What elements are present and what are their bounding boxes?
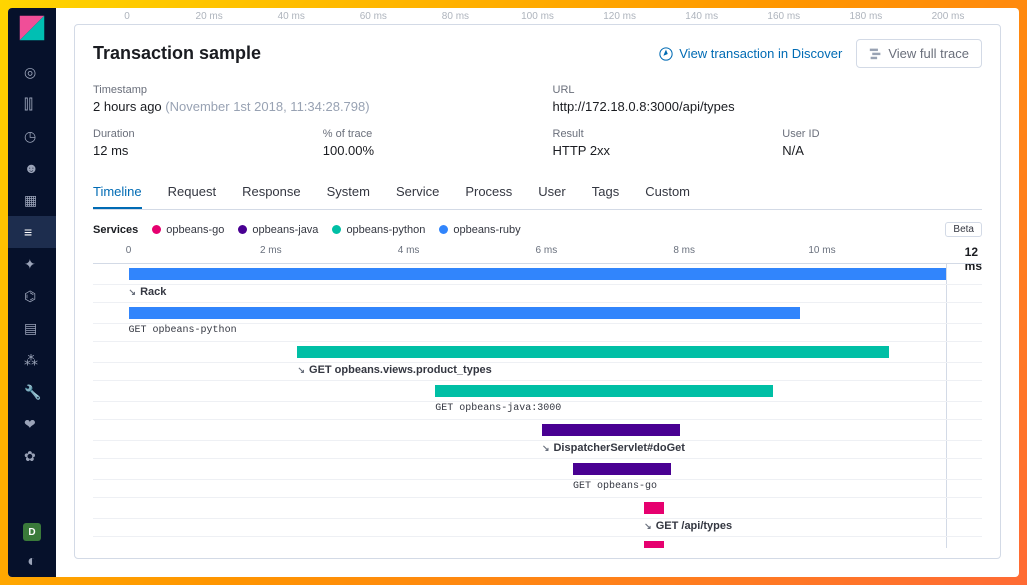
timeline-axis: 02 ms4 ms6 ms8 ms10 ms12 ms xyxy=(93,245,982,263)
view-in-discover-link[interactable]: View transaction in Discover xyxy=(659,46,842,61)
nav-logs[interactable]: ▤ xyxy=(8,312,56,344)
tab-bar: Timeline Request Response System Service Proc… xyxy=(93,176,982,210)
span-label-row: ↘Rack xyxy=(93,285,982,303)
span-bar-row[interactable] xyxy=(93,264,982,285)
span-label-row: ↘GET /api/types xyxy=(93,519,982,537)
tab-tags[interactable]: Tags xyxy=(592,176,619,209)
span-bar-row[interactable] xyxy=(93,381,982,402)
legend-opbeans-go[interactable]: opbeans-go xyxy=(152,224,224,236)
tab-request[interactable]: Request xyxy=(168,176,216,209)
services-label: Services xyxy=(93,224,138,236)
span-bar-row[interactable] xyxy=(93,459,982,480)
main-content: 020 ms40 ms60 ms80 ms100 ms120 ms140 ms1… xyxy=(56,8,1019,577)
nav-discover[interactable]: ◎ xyxy=(8,56,56,88)
userid-value: N/A xyxy=(782,143,982,158)
trace-icon xyxy=(869,47,882,60)
view-in-discover-label: View transaction in Discover xyxy=(679,46,842,61)
span-label-row: GET opbeans-python xyxy=(93,324,982,342)
tab-system[interactable]: System xyxy=(327,176,370,209)
duration-value: 12 ms xyxy=(93,143,293,158)
nav-canvas[interactable]: ▦ xyxy=(8,184,56,216)
tab-user[interactable]: User xyxy=(538,176,565,209)
span-bar-row[interactable] xyxy=(93,303,982,324)
kibana-logo-icon[interactable] xyxy=(18,14,46,42)
panel-title: Transaction sample xyxy=(93,43,261,64)
view-full-trace-label: View full trace xyxy=(888,46,969,61)
transaction-sample-panel: Transaction sample View transaction in D… xyxy=(74,24,1001,559)
view-full-trace-button[interactable]: View full trace xyxy=(856,39,982,68)
compass-icon xyxy=(659,47,673,61)
nav-default-space[interactable]: D xyxy=(8,517,56,547)
timestamp-label: Timestamp xyxy=(93,84,523,96)
span-bar-row[interactable] xyxy=(93,537,982,548)
services-legend: Services opbeans-go opbeans-java opbeans-p… xyxy=(93,222,982,237)
legend-opbeans-python[interactable]: opbeans-python xyxy=(332,224,425,236)
legend-opbeans-ruby[interactable]: opbeans-ruby xyxy=(439,224,520,236)
pct-trace-label: % of trace xyxy=(323,128,523,140)
nav-monitoring[interactable]: ❤ xyxy=(8,408,56,440)
span-label-row: ↘GET opbeans.views.product_types xyxy=(93,363,982,381)
url-label: URL xyxy=(553,84,983,96)
span-bar-row[interactable] xyxy=(93,498,982,519)
tab-process[interactable]: Process xyxy=(465,176,512,209)
nav-devtools[interactable]: 🔧 xyxy=(8,376,56,408)
tab-timeline[interactable]: Timeline xyxy=(93,176,142,209)
span-bar-row[interactable] xyxy=(93,420,982,441)
result-value: HTTP 2xx xyxy=(553,143,753,158)
duration-label: Duration xyxy=(93,128,293,140)
tab-custom[interactable]: Custom xyxy=(645,176,690,209)
nav-visualize[interactable]: ⫿⫿ xyxy=(8,88,56,120)
tab-response[interactable]: Response xyxy=(242,176,301,209)
userid-label: User ID xyxy=(782,128,982,140)
span-label-row: ↘DispatcherServlet#doGet xyxy=(93,441,982,459)
nav-management[interactable]: ✿ xyxy=(8,440,56,472)
nav-apm[interactable]: ≡ xyxy=(8,216,56,248)
span-bar-row[interactable] xyxy=(93,342,982,363)
pct-trace-value: 100.00% xyxy=(323,143,523,158)
tab-service[interactable]: Service xyxy=(396,176,439,209)
top-histogram-axis: 020 ms40 ms60 ms80 ms100 ms120 ms140 ms1… xyxy=(56,8,1019,24)
nav-graph[interactable]: ⁂ xyxy=(8,344,56,376)
timeline-body: ↘Rack GET opbeans-python ↘GET opbeans.view… xyxy=(93,263,982,548)
legend-opbeans-java[interactable]: opbeans-java xyxy=(238,224,318,236)
side-navigation: ◎ ⫿⫿ ◷ ☻ ▦ ≡ ✦ ⌬ ▤ ⁂ 🔧 ❤ ✿ D ◐ xyxy=(8,8,56,577)
url-value: http://172.18.0.8:3000/api/types xyxy=(553,99,983,114)
span-label-row: GET opbeans-java:3000 xyxy=(93,402,982,420)
timestamp-value: 2 hours ago (November 1st 2018, 11:34:28… xyxy=(93,99,523,114)
nav-ml[interactable]: ✦ xyxy=(8,248,56,280)
timeline: 02 ms4 ms6 ms8 ms10 ms12 ms ↘Rack GET opb… xyxy=(93,245,982,548)
span-label-row: GET opbeans-go xyxy=(93,480,982,498)
nav-infra[interactable]: ⌬ xyxy=(8,280,56,312)
nav-dashboard[interactable]: ◷ xyxy=(8,120,56,152)
nav-timelion[interactable]: ☻ xyxy=(8,152,56,184)
beta-badge: Beta xyxy=(945,222,982,237)
result-label: Result xyxy=(553,128,753,140)
nav-collapse-icon[interactable]: ◐ xyxy=(8,547,56,577)
